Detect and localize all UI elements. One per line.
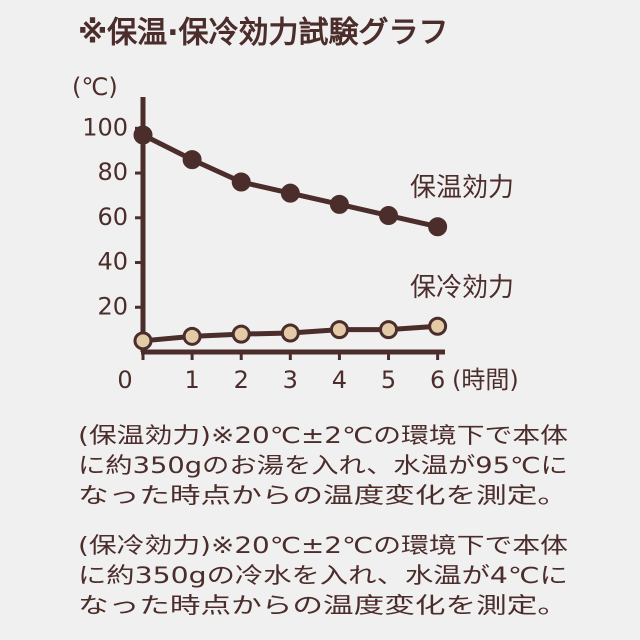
- y-axis-label: (℃): [72, 73, 118, 101]
- x-tick-label: 0: [117, 366, 132, 394]
- marker: [182, 326, 202, 346]
- marker: [428, 217, 448, 237]
- marker: [329, 320, 349, 340]
- y-tick-label: 80: [97, 158, 128, 186]
- marker: [329, 194, 349, 214]
- series-label: 保温効力: [410, 173, 514, 203]
- marker: [231, 172, 251, 192]
- marker: [379, 206, 399, 226]
- marker: [133, 331, 153, 351]
- marker: [182, 150, 202, 170]
- x-tick-label: 4: [332, 366, 347, 394]
- y-tick-label: 20: [97, 292, 128, 320]
- note-line: なった時点からの温度変化を測定。: [78, 484, 568, 509]
- y-tick-label: 40: [97, 248, 128, 276]
- marker: [428, 316, 448, 336]
- note-line: に約350gのお湯を入れ、水温が95℃に: [78, 454, 568, 479]
- marker: [231, 324, 251, 344]
- chart-title: ※保温·保冷効力試験グラフ: [78, 16, 449, 51]
- x-tick-label: 5: [381, 366, 396, 394]
- y-tick-label: 100: [82, 113, 128, 141]
- y-tick-label: 60: [97, 203, 128, 231]
- note-line: (保冷効力)※20℃±2℃の環境下で本体: [78, 534, 568, 559]
- note-line: に約350gの冷水を入れ、水温が4℃に: [78, 564, 568, 589]
- x-tick-label: 3: [283, 366, 298, 394]
- marker: [280, 183, 300, 203]
- note-line: (保温効力)※20℃±2℃の環境下で本体: [78, 424, 568, 449]
- x-tick-label: 2: [234, 366, 249, 394]
- x-tick-label: 1: [184, 366, 199, 394]
- series-label: 保冷効力: [410, 273, 514, 303]
- note-line: なった時点からの温度変化を測定。: [78, 594, 568, 619]
- x-axis-label: (時間): [452, 366, 519, 394]
- x-tick-label: 6: [430, 366, 445, 394]
- marker: [133, 125, 153, 145]
- marker: [280, 323, 300, 343]
- marker: [379, 320, 399, 340]
